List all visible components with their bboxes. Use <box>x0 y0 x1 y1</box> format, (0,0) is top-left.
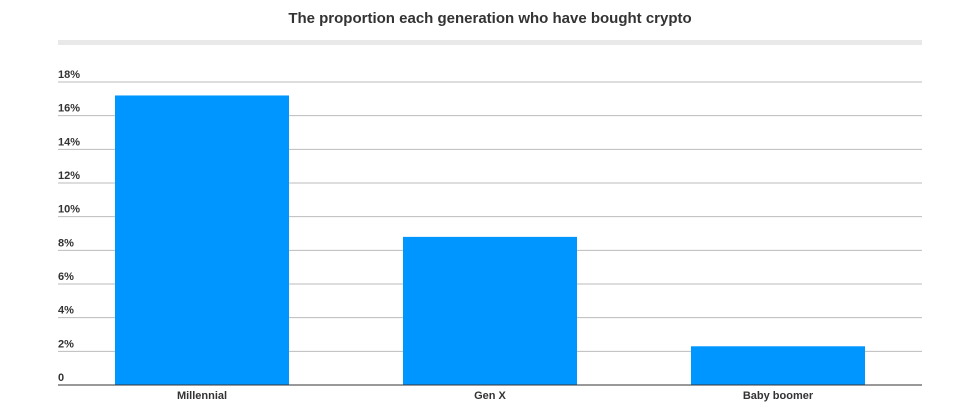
y-tick-label: 10% <box>58 204 80 216</box>
y-tick-label: 4% <box>58 305 74 317</box>
title-divider <box>58 40 922 45</box>
bar-millennial <box>115 95 289 385</box>
x-category-label: Baby boomer <box>743 390 814 402</box>
bar-gen-x <box>403 236 577 385</box>
y-tick-label: 2% <box>58 338 74 350</box>
y-tick-label: 18% <box>58 69 80 81</box>
x-category-label: Gen X <box>474 390 506 402</box>
y-tick-label: 14% <box>58 136 80 148</box>
y-tick-label: 12% <box>58 170 80 182</box>
chart-title: The proportion each generation who have … <box>288 10 692 27</box>
y-tick-label: 0 <box>58 372 64 384</box>
y-tick-label: 16% <box>58 103 80 115</box>
bar-baby-boomer <box>691 346 865 385</box>
x-category-label: Millennial <box>177 390 227 402</box>
y-tick-label: 6% <box>58 271 74 283</box>
y-tick-label: 8% <box>58 237 74 249</box>
